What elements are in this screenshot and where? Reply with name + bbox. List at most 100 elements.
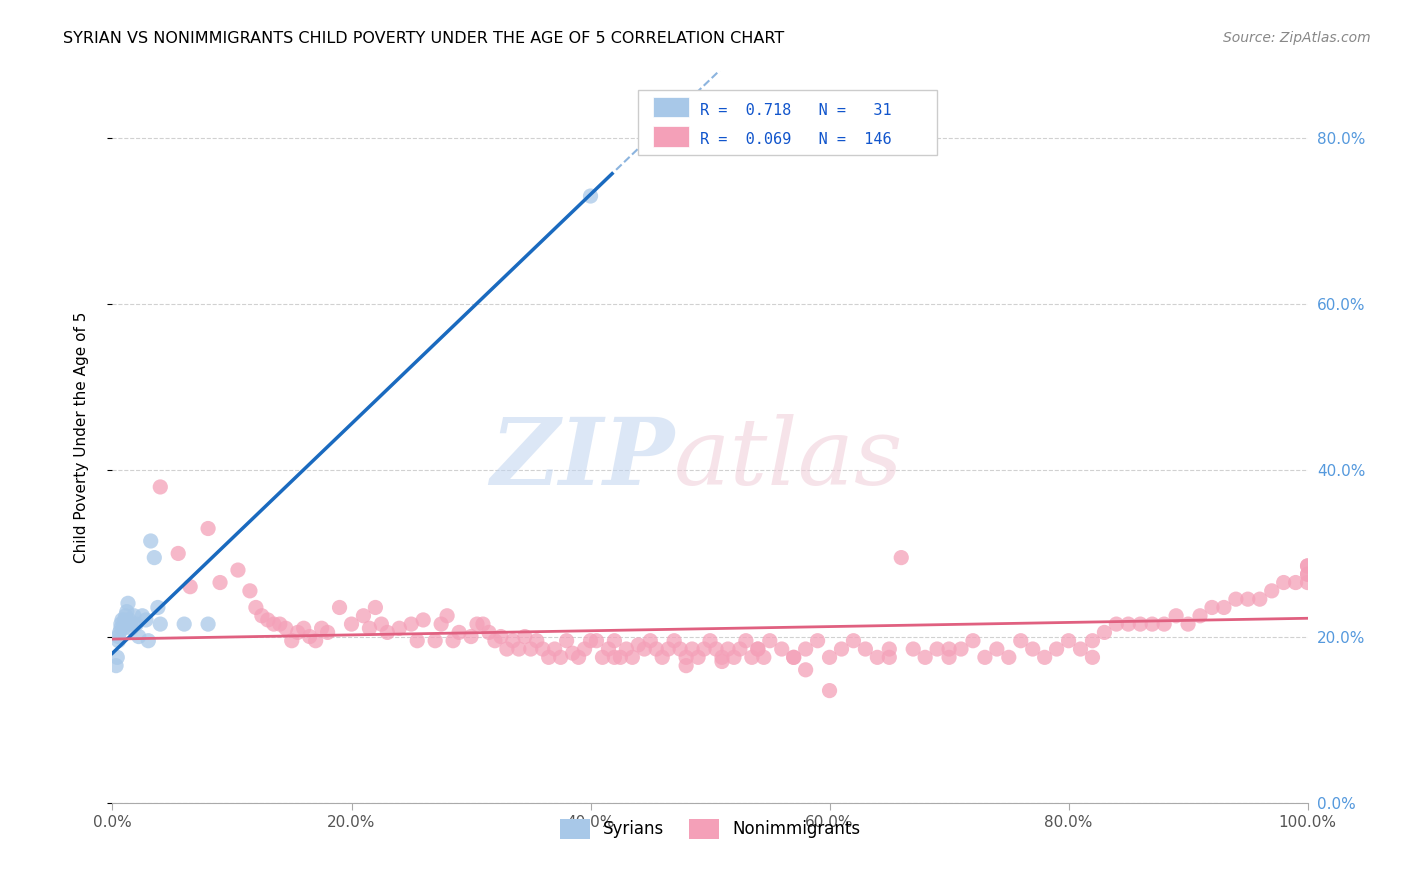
- Point: [561, 646, 583, 660]
- Point: [537, 650, 560, 665]
- Point: [543, 642, 565, 657]
- Text: R =  0.069   N =  146: R = 0.069 N = 146: [700, 132, 891, 147]
- Point: [489, 630, 512, 644]
- Point: [927, 642, 949, 657]
- Point: [292, 621, 315, 635]
- Point: [598, 642, 620, 657]
- Point: [831, 642, 853, 657]
- Point: [866, 650, 889, 665]
- Point: [555, 633, 578, 648]
- Point: [121, 621, 143, 635]
- Point: [651, 650, 673, 665]
- Point: [239, 583, 262, 598]
- Point: [890, 550, 912, 565]
- Point: [263, 617, 285, 632]
- Point: [962, 633, 984, 648]
- Point: [114, 617, 135, 632]
- Point: [1118, 617, 1140, 632]
- Text: ZIP: ZIP: [489, 414, 675, 504]
- Point: [585, 633, 607, 648]
- Point: [1296, 567, 1319, 582]
- Point: [131, 608, 153, 623]
- Point: [281, 633, 304, 648]
- Point: [112, 621, 135, 635]
- Text: R =  0.718   N =   31: R = 0.718 N = 31: [700, 103, 891, 118]
- Point: [209, 575, 232, 590]
- Point: [938, 642, 960, 657]
- Y-axis label: Child Poverty Under the Age of 5: Child Poverty Under the Age of 5: [75, 311, 89, 563]
- Point: [117, 596, 139, 610]
- Point: [274, 621, 297, 635]
- Point: [603, 650, 626, 665]
- Point: [226, 563, 249, 577]
- Point: [616, 642, 638, 657]
- Point: [430, 617, 453, 632]
- Point: [621, 650, 644, 665]
- Point: [110, 617, 132, 632]
- Point: [110, 621, 132, 635]
- Point: [1010, 633, 1032, 648]
- Point: [179, 580, 201, 594]
- Point: [508, 642, 530, 657]
- Point: [728, 642, 751, 657]
- Point: [914, 650, 936, 665]
- Point: [298, 630, 321, 644]
- Point: [717, 642, 740, 657]
- Point: [1296, 567, 1319, 582]
- Point: [1296, 558, 1319, 573]
- Point: [645, 642, 668, 657]
- Point: [603, 633, 626, 648]
- Point: [138, 633, 160, 648]
- Point: [1070, 642, 1092, 657]
- Point: [122, 608, 145, 623]
- Point: [579, 189, 602, 203]
- Point: [460, 630, 482, 644]
- Text: Source: ZipAtlas.com: Source: ZipAtlas.com: [1223, 31, 1371, 45]
- Point: [465, 617, 488, 632]
- Point: [1166, 608, 1188, 623]
- Point: [135, 613, 157, 627]
- Point: [759, 633, 782, 648]
- Point: [574, 642, 596, 657]
- Point: [1237, 592, 1260, 607]
- Point: [496, 642, 519, 657]
- Point: [121, 617, 143, 632]
- Point: [747, 642, 769, 657]
- Point: [107, 633, 129, 648]
- Point: [340, 617, 363, 632]
- Point: [681, 642, 703, 657]
- Point: [425, 633, 447, 648]
- Point: [1129, 617, 1152, 632]
- Point: [1213, 600, 1236, 615]
- Point: [1201, 600, 1223, 615]
- Point: [640, 633, 662, 648]
- Point: [388, 621, 411, 635]
- Point: [447, 625, 470, 640]
- Point: [818, 683, 841, 698]
- Point: [1094, 625, 1116, 640]
- Point: [711, 655, 734, 669]
- Point: [1249, 592, 1271, 607]
- Point: [693, 642, 716, 657]
- Point: [146, 600, 169, 615]
- Point: [568, 650, 591, 665]
- Point: [986, 642, 1008, 657]
- Point: [794, 642, 817, 657]
- Point: [329, 600, 352, 615]
- Point: [752, 650, 775, 665]
- Point: [699, 633, 721, 648]
- Point: [316, 625, 339, 640]
- Point: [669, 642, 692, 657]
- Point: [1177, 617, 1199, 632]
- Point: [770, 642, 793, 657]
- Point: [245, 600, 267, 615]
- Point: [1189, 608, 1212, 623]
- Point: [782, 650, 804, 665]
- Point: [114, 613, 135, 627]
- Point: [609, 650, 631, 665]
- Point: [675, 658, 697, 673]
- Point: [111, 613, 134, 627]
- Point: [998, 650, 1021, 665]
- Point: [711, 650, 734, 665]
- Point: [1033, 650, 1056, 665]
